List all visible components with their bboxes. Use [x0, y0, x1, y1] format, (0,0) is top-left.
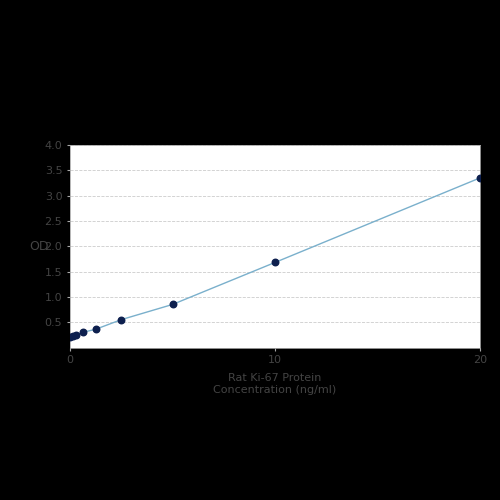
Point	[79, 328, 87, 336]
Point	[66, 334, 74, 342]
Point	[69, 332, 77, 340]
X-axis label: Rat Ki-67 Protein
Concentration (ng/ml): Rat Ki-67 Protein Concentration (ng/ml)	[214, 374, 336, 395]
Point	[168, 300, 176, 308]
Point	[476, 174, 484, 182]
Point	[271, 258, 279, 266]
Point	[117, 316, 125, 324]
Point	[92, 326, 100, 334]
Y-axis label: OD: OD	[30, 240, 49, 253]
Point	[72, 331, 80, 339]
